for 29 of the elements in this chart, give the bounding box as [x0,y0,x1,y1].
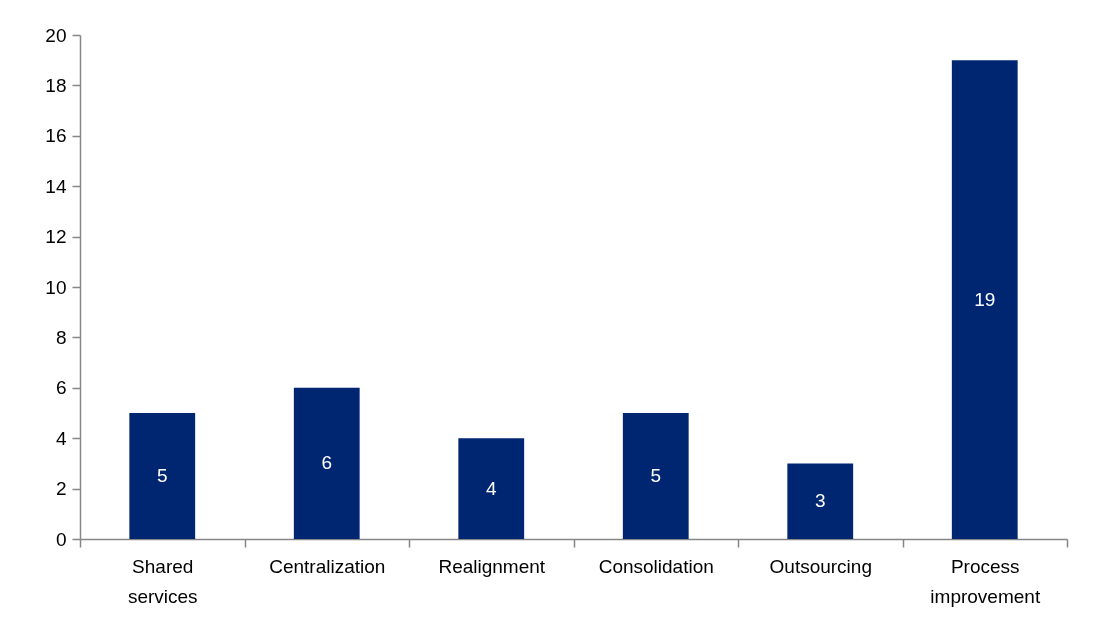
data-label: 19 [974,288,996,310]
data-label: 4 [485,477,497,499]
x-tick-label: Process improvement [930,555,1041,607]
bar [622,413,689,539]
y-tick-label: 20 [45,24,67,46]
y-tick-label: 18 [45,74,67,96]
y-tick-label: 10 [45,276,67,298]
y-tick-label: 12 [45,226,67,248]
y-tick-label: 8 [55,326,67,348]
bar [458,438,525,539]
y-tick-label: 0 [55,528,67,550]
data-label: 6 [321,452,333,474]
x-tick-label: Realignment [438,555,546,577]
x-tick-label: Consolidation [598,555,714,577]
data-label: 3 [814,490,826,512]
data-label: 5 [650,465,662,486]
bar [129,413,196,539]
bar [951,60,1018,539]
y-tick-label: 16 [45,125,67,147]
bar [787,463,854,539]
data-label: 5 [156,465,168,486]
y-tick-label: 2 [55,478,67,500]
bar [293,387,360,539]
y-tick-label: 14 [45,175,67,197]
x-tick-label: Shared services [127,555,198,607]
x-tick-label: Centralization [269,555,386,577]
x-tick-label: Outsourcing [769,555,872,577]
y-tick-label: 4 [55,427,67,449]
y-tick-label: 6 [55,377,67,399]
